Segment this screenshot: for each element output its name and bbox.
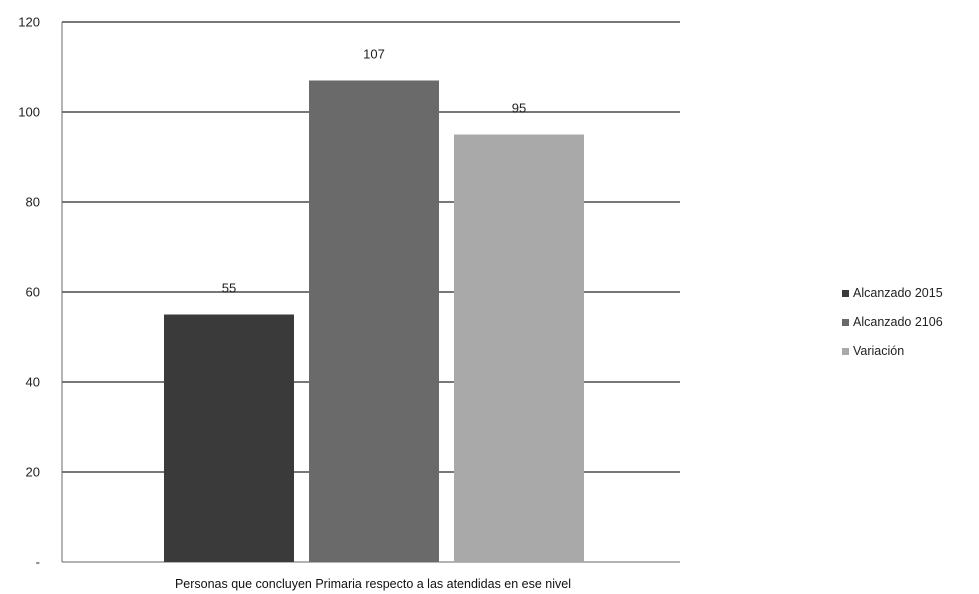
- legend-swatch: [842, 290, 849, 297]
- data-label: 55: [222, 281, 236, 296]
- y-tick-label: 100: [18, 105, 40, 120]
- legend-label: Variación: [853, 344, 904, 358]
- data-label: 95: [512, 101, 526, 116]
- y-tick-label: -: [36, 555, 40, 570]
- x-category-label: Personas que concluyen Primaria respecto…: [175, 577, 571, 591]
- y-tick-label: 20: [26, 465, 40, 480]
- y-tick-label: 80: [26, 195, 40, 210]
- y-tick-label: 120: [18, 15, 40, 30]
- bar-1: [164, 314, 294, 562]
- legend-label: Alcanzado 2015: [853, 286, 943, 300]
- legend-swatch: [842, 348, 849, 355]
- legend-label: Alcanzado 2106: [853, 315, 943, 329]
- legend-swatch: [842, 319, 849, 326]
- y-tick-label: 60: [26, 285, 40, 300]
- bar-2: [309, 80, 439, 562]
- data-label: 107: [363, 47, 385, 62]
- y-tick-label: 40: [26, 375, 40, 390]
- bar-3: [454, 134, 584, 562]
